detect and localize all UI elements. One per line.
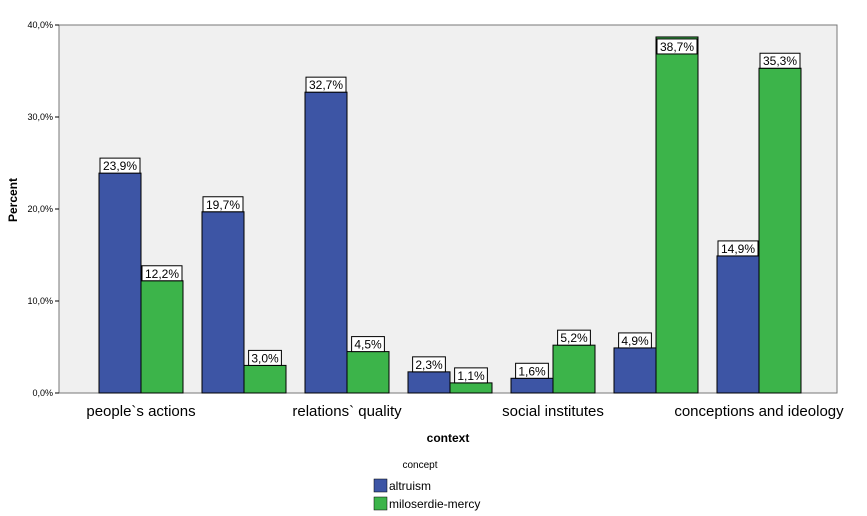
data-label-box	[412, 356, 446, 373]
legend-swatch-altruism	[373, 478, 388, 493]
x-tick-label: social institutes	[502, 403, 604, 420]
data-label: 19,7%	[206, 198, 240, 212]
legend-swatch-miloserdie-mercy	[373, 496, 388, 511]
data-label: 23,9%	[103, 159, 137, 173]
bar-miloserdie-mercy	[655, 36, 699, 394]
y-tick-label: 20,0%	[27, 204, 53, 214]
x-axis-title: context	[427, 431, 470, 445]
bar-miloserdie-mercy	[140, 280, 184, 394]
data-label-box	[515, 362, 549, 379]
bar-altruism	[201, 211, 245, 394]
data-label-box	[557, 329, 591, 346]
legend-label-altruism: altruism	[389, 479, 431, 493]
data-label: 38,7%	[660, 40, 694, 54]
bar-miloserdie-mercy	[552, 344, 596, 394]
data-label: 2,3%	[415, 358, 443, 372]
data-label: 4,9%	[621, 334, 649, 348]
data-label-box	[351, 336, 385, 353]
data-label-box	[141, 265, 183, 282]
y-tick-label: 40,0%	[27, 20, 53, 30]
data-label: 3,0%	[251, 351, 279, 365]
data-label: 32,7%	[309, 78, 343, 92]
legend-title: concept	[402, 460, 437, 471]
data-label-box	[454, 367, 488, 384]
data-label-box	[656, 38, 698, 55]
x-tick-label: relations` quality	[292, 403, 402, 420]
bar-altruism	[407, 371, 451, 394]
data-label-box	[717, 240, 759, 257]
data-label: 14,9%	[721, 242, 755, 256]
data-label: 1,1%	[457, 369, 485, 383]
x-tick-label: conceptions and ideology	[674, 403, 844, 420]
data-label-box	[618, 332, 652, 349]
bar-miloserdie-mercy	[243, 364, 287, 394]
data-label: 4,5%	[354, 338, 382, 352]
data-label-box	[248, 349, 282, 366]
bar-altruism	[613, 347, 657, 394]
bar-altruism	[510, 377, 554, 394]
plot-area	[58, 24, 838, 394]
bar-miloserdie-mercy	[449, 382, 493, 394]
y-tick-label: 0,0%	[32, 388, 53, 398]
y-axis-title: Percent	[6, 178, 20, 222]
y-tick-label: 30,0%	[27, 112, 53, 122]
x-axis: people`s actions relations` quality social…	[86, 403, 844, 420]
data-label: 35,3%	[763, 54, 797, 68]
data-label-box	[99, 157, 141, 174]
bar-miloserdie-mercy	[346, 351, 390, 394]
x-tick-label: people`s actions	[86, 403, 195, 420]
bar-altruism	[98, 172, 142, 394]
bar-altruism	[304, 91, 348, 394]
data-label-box	[305, 76, 347, 93]
data-label: 5,2%	[560, 331, 588, 345]
bar-altruism	[716, 255, 760, 394]
legend-label-miloserdie-mercy: miloserdie-mercy	[389, 497, 480, 511]
y-tick-label: 10,0%	[27, 296, 53, 306]
data-label: 12,2%	[145, 267, 179, 281]
bar-miloserdie-mercy	[758, 67, 802, 394]
data-label: 1,6%	[518, 364, 546, 378]
y-axis: 0,0% 10,0% 20,0% 30,0% 40,0%	[27, 20, 59, 398]
bars-layer: 23,9% 12,2% 19,7% 3,0% 32,7% 4,5% 2,3% 1,1% 1,6%…	[98, 36, 802, 394]
legend: concept altruism miloserdie-mercy	[373, 460, 480, 511]
data-label-box	[202, 196, 244, 213]
data-label-box	[759, 52, 801, 69]
